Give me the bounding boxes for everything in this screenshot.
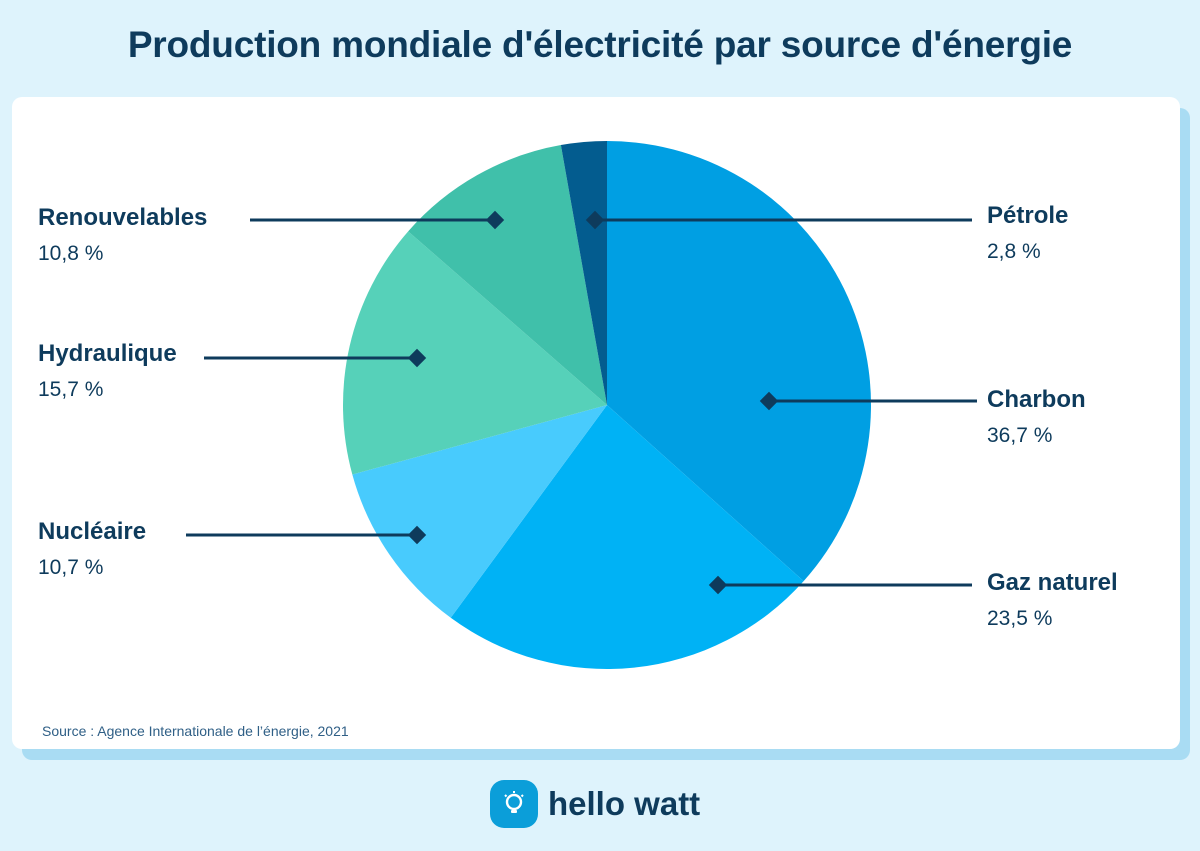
lightbulb-icon — [490, 780, 538, 828]
brand-logo: hello watt — [490, 780, 700, 828]
label-value: 15,7 % — [38, 378, 104, 401]
label-charbon: Charbon 36,7 % — [987, 385, 1086, 451]
label-name: Pétrole — [987, 202, 1069, 229]
leader-marker — [407, 525, 427, 545]
label-name: Charbon — [987, 386, 1086, 413]
label-name: Hydraulique — [38, 340, 177, 367]
source-note: Source : Agence Internationale de l’éner… — [42, 723, 349, 739]
brand-name: hello watt — [548, 785, 701, 822]
leader-nucleaire — [186, 525, 427, 545]
leader-charbon — [759, 391, 977, 411]
slice-petrole — [560, 141, 607, 405]
leader-marker — [407, 348, 427, 368]
leader-renouvelables — [250, 210, 505, 230]
leader-marker — [485, 210, 505, 230]
label-value: 10,7 % — [38, 556, 104, 579]
label-petrole: Pétrole 2,8 % — [987, 201, 1068, 267]
label-value: 23,5 % — [987, 607, 1053, 630]
label-name: Nucléaire — [38, 518, 147, 545]
label-value: 2,8 % — [987, 240, 1041, 263]
label-value: 10,8 % — [38, 242, 104, 265]
leader-marker — [708, 575, 728, 595]
label-nucleaire: Nucléaire 10,7 % — [38, 517, 146, 583]
label-gaz-naturel: Gaz naturel 23,5 % — [987, 568, 1118, 634]
chart-title: Production mondiale d'électricité par so… — [127, 24, 1073, 65]
label-renouvelables: Renouvelables 10,8 % — [38, 203, 207, 269]
slice-charbon — [607, 141, 872, 582]
slice-renouvelables — [408, 145, 607, 405]
label-hydraulique: Hydraulique 15,7 % — [38, 339, 177, 405]
slice-gaz-naturel — [450, 405, 804, 669]
chart-card: Pétrole 2,8 % Charbon 36,7 % Gaz naturel… — [12, 97, 1180, 749]
label-value: 36,7 % — [987, 424, 1053, 447]
leader-petrole — [585, 210, 972, 230]
leader-hydraulique — [204, 348, 427, 368]
slice-nucleaire — [352, 405, 607, 618]
leader-gaz-naturel — [708, 575, 972, 595]
leader-marker — [759, 391, 779, 411]
label-name: Gaz naturel — [987, 569, 1118, 596]
pie-chart — [186, 141, 977, 669]
leader-marker — [585, 210, 605, 230]
label-name: Renouvelables — [38, 204, 208, 231]
slice-hydraulique — [343, 231, 607, 475]
